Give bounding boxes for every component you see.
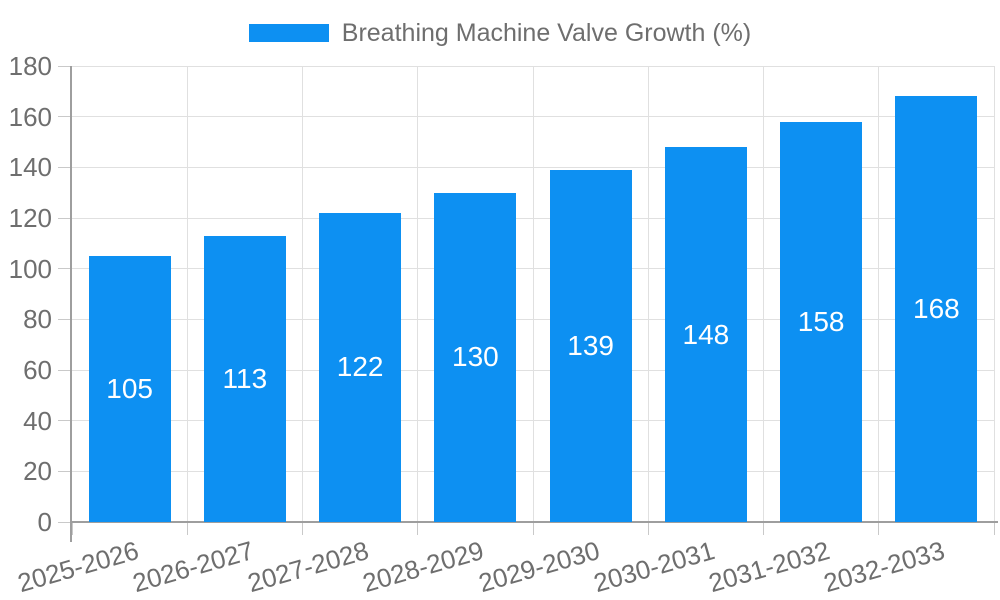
y-tick [58,65,72,67]
y-axis-label: 40 [23,405,52,436]
y-axis-label: 120 [8,203,52,233]
y-axis-label: 160 [8,101,52,132]
bar: 168 [895,96,978,522]
bar: 113 [203,235,286,522]
x-tick [647,522,649,535]
x-tick [532,522,534,535]
x-gridline [647,66,649,522]
y-tick [58,470,72,472]
y-axis-label: 100 [8,253,52,284]
x-tick [417,522,419,535]
bar: 105 [88,256,171,522]
legend: Breathing Machine Valve Growth (%) [0,18,1000,48]
y-tick [58,268,72,270]
x-gridline [302,66,303,522]
bar-value-label: 130 [452,341,499,373]
y-tick [58,116,72,118]
y-axis-label: 140 [8,152,52,183]
x-tick [993,522,995,535]
bar: 158 [780,121,863,522]
bar-value-label: 168 [913,293,960,325]
x-gridline [417,66,419,522]
y-tick [58,521,72,523]
x-gridline [532,66,534,522]
x-tick [186,522,188,535]
x-tick [763,522,764,535]
x-tick [878,522,880,535]
y-axis-label: 180 [8,51,52,81]
y-tick [58,217,72,219]
bar-value-label: 105 [106,373,153,404]
y-tick [58,369,72,371]
x-gridline [993,66,995,522]
legend-swatch [248,24,329,42]
bar-value-label: 148 [682,318,730,350]
y-axis-label: 60 [23,355,52,385]
bar-value-label: 139 [567,329,614,361]
legend-label: Breathing Machine Valve Growth (%) [341,19,752,47]
y-axis-line [70,66,72,542]
bar-value-label: 113 [222,362,268,394]
y-tick [58,166,72,168]
bar: 130 [434,192,517,522]
bar: 122 [319,212,402,522]
x-gridline [763,66,764,522]
bar: 139 [549,169,632,522]
y-tick [58,318,72,320]
bar-value-label: 158 [797,305,845,337]
y-axis-label: 20 [23,456,52,487]
x-gridline [186,66,188,522]
bar-value-label: 122 [336,351,384,383]
x-tick [302,522,303,535]
x-gridline [878,66,880,522]
y-axis-label: 80 [23,304,52,335]
y-tick [58,420,72,422]
x-tick [71,522,73,535]
bar: 148 [664,147,747,522]
y-axis-label: 0 [37,507,52,537]
x-axis-line [70,521,998,523]
